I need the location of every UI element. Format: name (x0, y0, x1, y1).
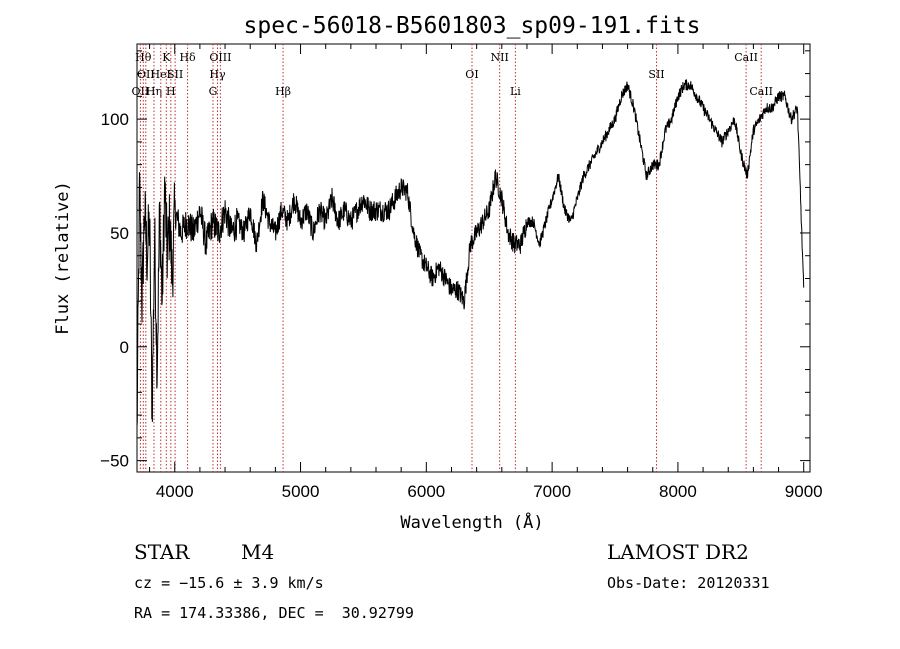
line-marker-label: Hη (146, 85, 162, 98)
spectral-class: STAR (134, 540, 190, 564)
spectrum-series-line (136, 79, 805, 427)
line-marker-label: Hθ (135, 51, 152, 64)
line-marker-label: Hγ (209, 68, 226, 81)
x-tick-label: 9000 (785, 482, 823, 501)
axis-ticks: 4000 5000 6000 7000 8000 9000 −50 0 50 100 (100, 44, 823, 501)
line-marker-label: OIII (209, 51, 231, 64)
observation-date: Obs-Date: 20120331 (607, 574, 770, 592)
x-tick-label: 8000 (659, 482, 697, 501)
y-tick-label: −50 (100, 452, 129, 471)
line-markers: OIIHθOIIHηHeIKHSIIHδGHγOIIIHβOINIILiSIIC… (132, 44, 773, 472)
x-tick-label: 6000 (407, 482, 445, 501)
y-axis-label: Flux (relative) (53, 181, 73, 335)
redshift-velocity: cz = −15.6 ± 3.9 km/s (134, 574, 324, 592)
x-tick-label: 7000 (533, 482, 571, 501)
line-marker-label: CaII (734, 51, 758, 64)
x-axis-label: Wavelength (Å) (400, 511, 543, 533)
survey-name: LAMOST DR2 (607, 540, 749, 564)
line-marker-label: NII (491, 51, 509, 64)
y-tick-label: 50 (110, 224, 129, 243)
line-marker-label: OII (132, 85, 150, 98)
x-tick-label: 5000 (282, 482, 320, 501)
line-marker-label: Hδ (179, 51, 196, 64)
y-tick-label: 0 (120, 338, 129, 357)
x-tick-label: 4000 (156, 482, 194, 501)
coordinates: RA = 174.33386, DEC = 30.92799 (134, 604, 414, 622)
line-marker-label: HeI (151, 68, 171, 81)
line-marker-label: K (162, 51, 171, 64)
y-tick-label: 100 (101, 110, 129, 129)
spectral-subclass: M4 (241, 540, 275, 564)
line-marker-label: Li (510, 85, 521, 98)
line-marker-label: SII (167, 68, 183, 81)
line-marker-label: CaII (749, 85, 773, 98)
line-marker-label: H (166, 85, 176, 98)
chart-title: spec-56018-B5601803_sp09-191.fits (244, 13, 701, 39)
line-marker-label: OI (465, 68, 478, 81)
plot-frame (136, 43, 811, 473)
line-marker-label: SII (648, 68, 664, 81)
line-marker-label: Hβ (275, 85, 291, 98)
line-marker-label: G (209, 85, 218, 98)
line-marker-label: OII (137, 68, 155, 81)
